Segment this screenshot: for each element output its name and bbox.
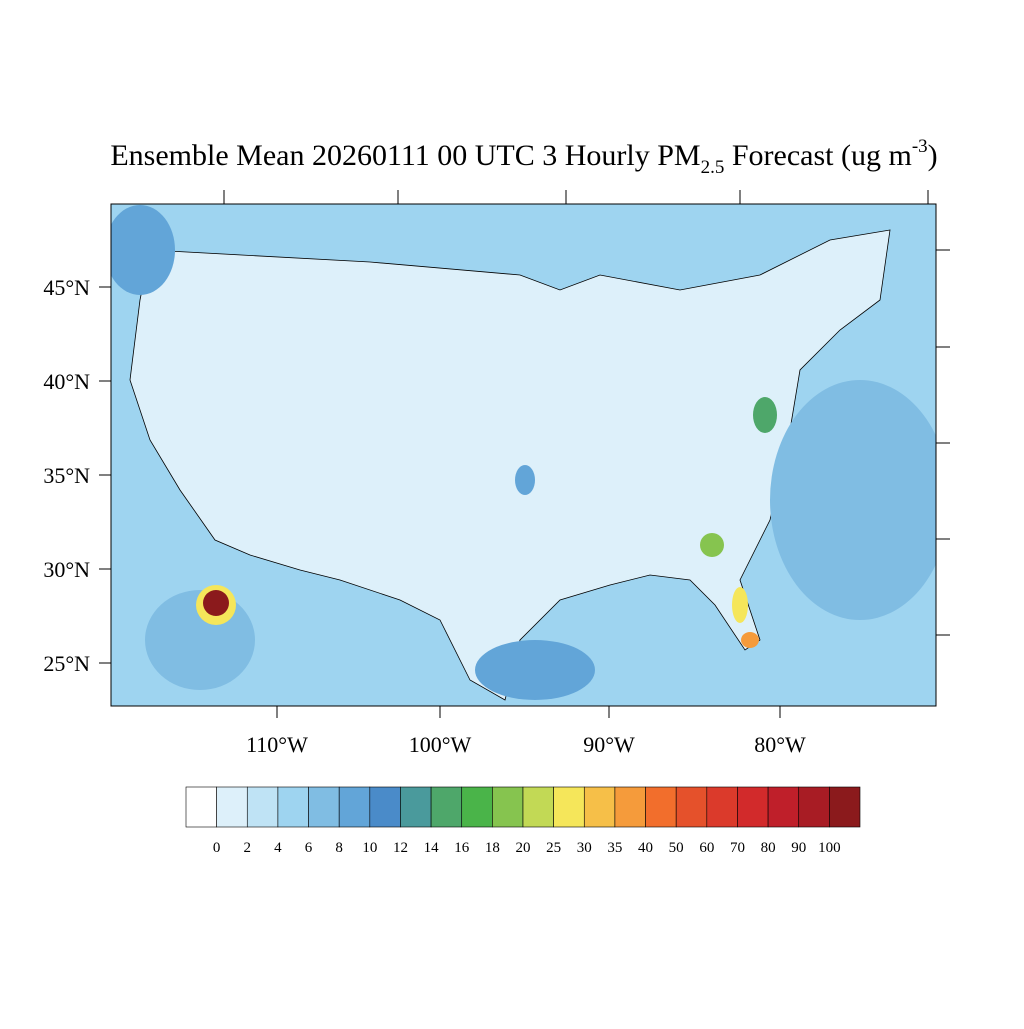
colorbar-box: [737, 786, 769, 828]
colorbar-label: 25: [546, 840, 561, 856]
colorbar-box: [829, 786, 861, 828]
colorbar-box: [583, 786, 616, 828]
hotspot: [203, 590, 229, 616]
haze: [475, 640, 595, 700]
colorbar-box: [522, 786, 554, 828]
colorbar-box: [706, 786, 738, 828]
map: [99, 190, 950, 718]
colorbar-label: 0: [213, 840, 221, 856]
colorbar-box: [798, 786, 830, 828]
colorbar-box: [461, 786, 493, 828]
colorbar-label: 50: [669, 840, 684, 856]
title-end: ): [928, 139, 938, 172]
colorbar: 0 2 4 6 8 10 12 14 16 18 20 25 30 35 40 50 60 70 80 90 100: [185, 786, 861, 856]
title-main: Ensemble Mean 20260111 00 UTC 3 Hourly P…: [110, 139, 700, 172]
colorbar-label: 16: [454, 840, 470, 856]
lat-label: 45°N: [43, 275, 90, 300]
colorbar-label: 100: [818, 840, 841, 856]
map-ticks: [99, 190, 950, 718]
colorbar-box: [277, 786, 309, 828]
colorbar-label: 90: [791, 840, 806, 856]
lat-label: 40°N: [43, 369, 90, 394]
lon-label: 110°W: [246, 732, 308, 757]
hotspot: [741, 632, 759, 648]
hotspot: [753, 397, 777, 433]
hotspot: [515, 465, 535, 495]
lon-label: 100°W: [409, 732, 472, 757]
colorbar-box: [553, 786, 585, 828]
colorbar-label: 40: [638, 840, 653, 856]
land: [129, 229, 891, 701]
colorbar-label: 8: [335, 840, 343, 856]
colorbar-box: [185, 786, 217, 828]
colorbar-label: 6: [305, 840, 313, 856]
title-superscript: -3: [912, 136, 928, 157]
hotspot: [732, 587, 748, 623]
colorbar-box: [400, 786, 432, 828]
haze: [770, 380, 936, 620]
lat-label: 35°N: [43, 463, 90, 488]
colorbar-label: 30: [577, 840, 592, 856]
colorbar-box: [492, 786, 524, 828]
colorbar-box: [430, 786, 463, 828]
colorbar-label: 12: [393, 840, 408, 856]
colorbar-label: 2: [244, 840, 252, 856]
colorbar-box: [246, 786, 279, 828]
colorbar-label: 80: [761, 840, 776, 856]
colorbar-box: [767, 786, 800, 828]
colorbar-box: [216, 786, 248, 828]
colorbar-label: 35: [607, 840, 622, 856]
colorbar-box: [308, 786, 340, 828]
lat-label: 25°N: [43, 651, 90, 676]
colorbar-label: 10: [362, 840, 377, 856]
haze: [111, 205, 175, 295]
title-middle: Forecast (ug m: [724, 139, 911, 172]
colorbar-label: 18: [485, 840, 500, 856]
colorbar-box: [645, 786, 677, 828]
lat-label: 30°N: [43, 557, 90, 582]
lon-label: 90°W: [583, 732, 635, 757]
colorbar-label: 4: [274, 840, 282, 856]
title: Ensemble Mean 20260111 00 UTC 3 Hourly P…: [110, 136, 937, 178]
colorbar-label: 70: [730, 840, 745, 856]
colorbar-label: 60: [699, 840, 714, 856]
title-subscript: 2.5: [701, 157, 725, 178]
colorbar-box: [338, 786, 371, 828]
colorbar-box: [675, 786, 708, 828]
colorbar-label: 14: [424, 840, 440, 856]
colorbar-box: [369, 786, 401, 828]
hotspot: [700, 533, 724, 557]
lon-label: 80°W: [754, 732, 806, 757]
colorbar-label: 20: [516, 840, 531, 856]
map-frame: [110, 203, 937, 707]
colorbar-box: [614, 786, 646, 828]
